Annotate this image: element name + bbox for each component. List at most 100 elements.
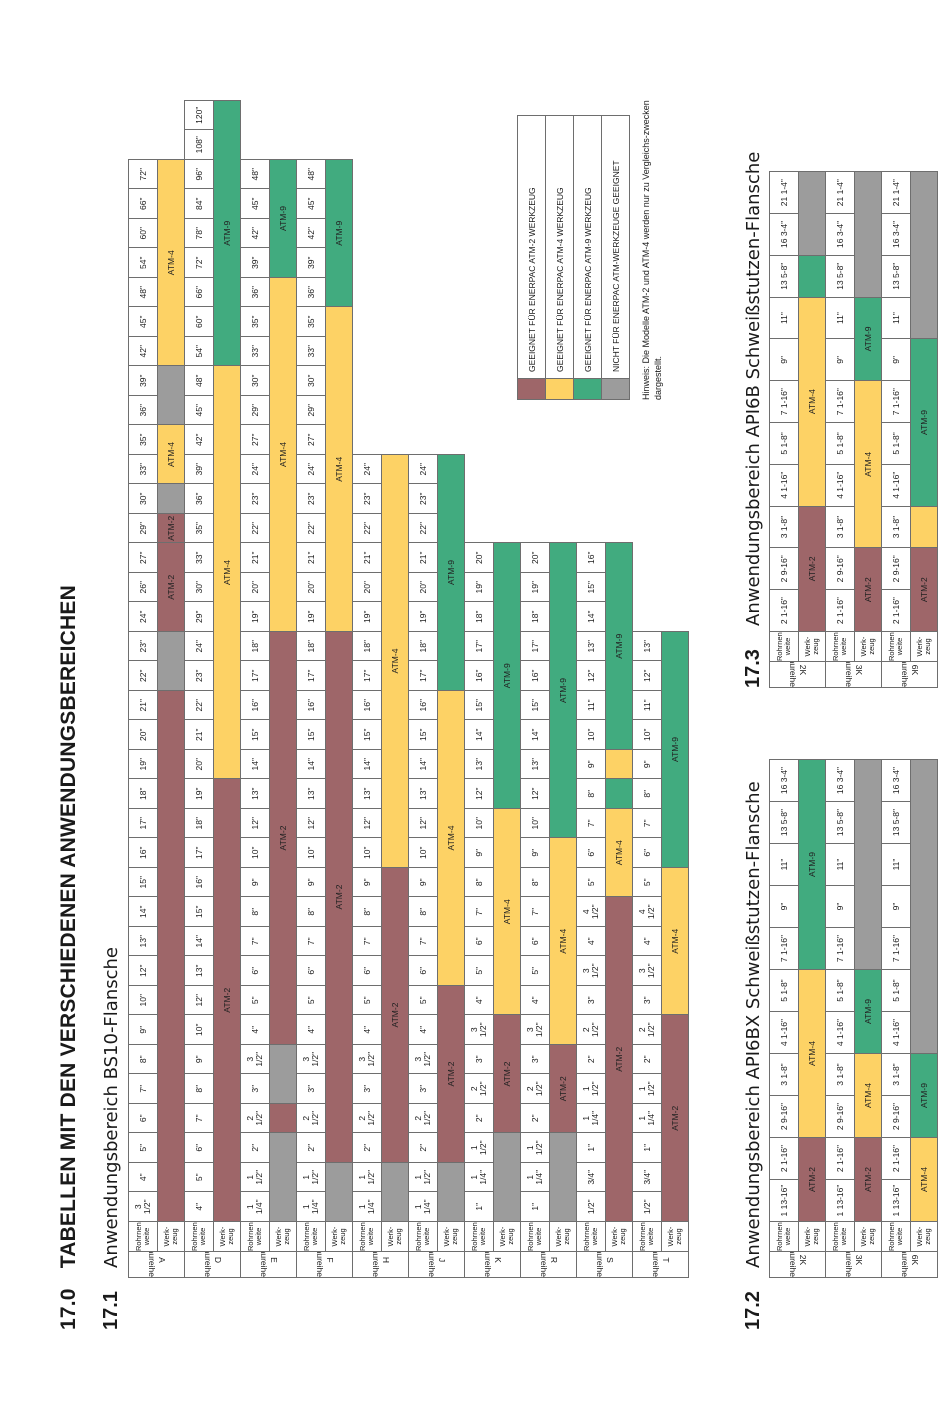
heading-title: TABELLEN MIT DEN VERSCHIEDENEN ANWENDUNG…	[57, 585, 80, 1269]
empty-cell	[662, 366, 689, 396]
size-cell: 3 1/2"	[576, 956, 606, 986]
empty-cell	[662, 455, 689, 485]
empty-cell	[409, 101, 438, 131]
size-cell: 30"	[128, 484, 158, 514]
size-cell: 2 9-16"	[881, 547, 911, 590]
series-label: 3K Baureihe	[825, 1251, 882, 1278]
size-cell: 33"	[240, 336, 270, 366]
tool-segment-none	[854, 759, 882, 970]
size-cell: 4"	[408, 1015, 438, 1045]
size-cell: 30"	[240, 366, 270, 396]
series-code: J	[436, 1257, 447, 1263]
size-cell: 6"	[408, 956, 438, 986]
size-cell: 1 13-16"	[825, 1179, 855, 1222]
empty-cell	[241, 130, 270, 160]
size-cell: 12"	[296, 808, 326, 838]
size-row: A Baureihe Rohrnenn-weite 3 1/2" 4" 5" 6" 7" 8" 9…	[128, 101, 185, 1278]
size-cell: 9"	[296, 867, 326, 897]
empty-cell	[465, 366, 494, 396]
series-code: 2K	[797, 1254, 808, 1266]
tool-segment-atm-9: ATM-9	[854, 297, 882, 381]
rohrnennweite-label: Rohrnenn-weite	[128, 1221, 158, 1252]
series-label-text: 3K Baureihe	[844, 1252, 864, 1278]
empty-cell	[438, 307, 465, 337]
size-cell: 22"	[408, 513, 438, 543]
size-cell: 12"	[520, 779, 550, 809]
section-17-3-title: Anwendungsbereich API6B Schweißstutzen-F…	[743, 151, 764, 626]
tool-segment-atm-9: ATM-9	[493, 543, 521, 809]
empty-cell	[465, 189, 494, 219]
tool-row: Werk-zeug ATM-2 ATM-4 ATM-9	[854, 171, 882, 688]
empty-cell	[409, 337, 438, 367]
size-cell: 7 1-16"	[769, 927, 799, 970]
size-cell: 3 1/2"	[352, 1044, 382, 1074]
series-label: 6K Baureihe	[881, 661, 938, 688]
size-cell: 20"	[352, 572, 382, 602]
size-cell: 8"	[632, 779, 662, 809]
empty-cell	[382, 278, 409, 308]
size-cell: 10"	[520, 808, 550, 838]
tool-segment-none	[157, 631, 185, 691]
size-cell: 12"	[128, 956, 158, 986]
empty-cell	[521, 425, 550, 455]
tool-row: Werk-zeug ATM-2 ATM-4 ATM-9	[269, 101, 297, 1278]
size-cell: 3 1/2"	[464, 1015, 494, 1045]
size-cell: 5"	[240, 985, 270, 1015]
size-cell: 27"	[240, 425, 270, 455]
empty-cell	[662, 337, 689, 367]
tool-segment-atm-9: ATM-9	[437, 454, 465, 691]
size-cell: 1"	[632, 1133, 662, 1163]
size-cell: 16"	[408, 690, 438, 720]
size-cell: 7"	[576, 808, 606, 838]
size-cell: 16"	[576, 543, 606, 573]
size-row: 3K Baureihe Rohrnenn-weite 1 13-16" 2 1-16" 2…	[825, 759, 882, 1278]
size-row: F Baureihe Rohrnenn-weite 1 1/4" 1 1/2" 2" 2 1…	[296, 101, 353, 1278]
size-cell: 2 1/2"	[576, 1015, 606, 1045]
empty-cell	[633, 425, 662, 455]
size-cell: 3/4"	[632, 1162, 662, 1192]
empty-cell	[550, 484, 577, 514]
size-cell: 4"	[464, 985, 494, 1015]
empty-cell	[662, 602, 689, 632]
empty-cell	[409, 160, 438, 190]
size-cell: 7 1-16"	[825, 927, 855, 970]
empty-cell	[353, 219, 382, 249]
rohrnennweite-label: Rohrnenn-weite	[184, 1221, 214, 1252]
baureihe-word: Baureihe	[650, 1251, 661, 1278]
size-cell: 14"	[240, 749, 270, 779]
size-cell: 6"	[240, 956, 270, 986]
empty-cell	[550, 455, 577, 485]
size-cell: 11"	[825, 843, 855, 886]
series-code: A	[156, 1257, 167, 1263]
series-label: T Baureihe	[632, 1251, 689, 1278]
tool-segment-atm-2: ATM-2	[437, 985, 465, 1163]
empty-cell	[521, 484, 550, 514]
size-cell: 27"	[296, 425, 326, 455]
size-cell: 3 1-8"	[769, 506, 799, 548]
tool-segment-atm-2	[157, 690, 185, 1222]
empty-cell	[353, 396, 382, 426]
series-label-text: E Baureihe	[259, 1252, 279, 1278]
tool-segment-none	[269, 1133, 297, 1222]
size-cell: 29"	[296, 395, 326, 425]
size-cell: 19"	[184, 779, 214, 809]
legend-text: GEEIGNET FÜR ENERPAC ATM-9 WERKZEUG	[573, 115, 602, 379]
size-cell: 1 1/2"	[352, 1162, 382, 1192]
size-cell: 18"	[408, 631, 438, 661]
empty-cell	[606, 484, 633, 514]
size-cell: 5"	[520, 956, 550, 986]
section-17-3-number: 17.3	[742, 649, 764, 688]
size-cell: 42"	[240, 218, 270, 248]
size-cell: 20"	[184, 749, 214, 779]
size-cell: 22"	[128, 661, 158, 691]
size-cell: 27"	[128, 543, 158, 573]
tool-row: Werk-zeug ATM-2 ATM-4 ATM-9	[437, 101, 465, 1278]
size-cell: 2 9-16"	[825, 547, 855, 590]
empty-cell	[662, 160, 689, 190]
empty-cell	[662, 573, 689, 603]
tool-segment-atm-4: ATM-4	[661, 867, 689, 1015]
size-cell: 7 1-16"	[825, 380, 855, 423]
empty-cell	[382, 337, 409, 367]
size-cell: 20"	[240, 572, 270, 602]
size-cell: 13"	[184, 956, 214, 986]
